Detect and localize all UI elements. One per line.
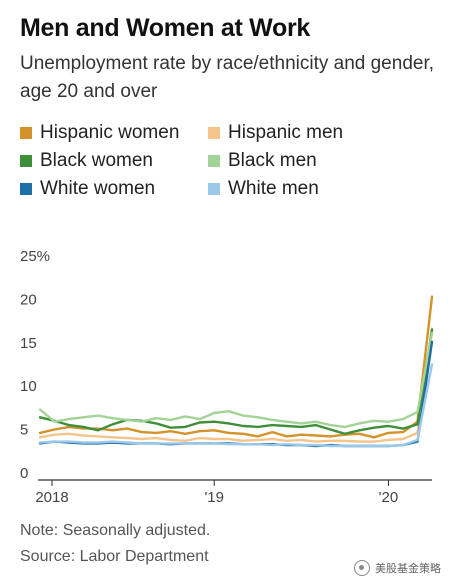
x-tick-label: 2018: [35, 489, 68, 506]
y-tick-label: 5: [20, 422, 28, 439]
wechat-icon: [354, 560, 370, 576]
legend-item-black-men: Black men: [208, 150, 317, 174]
legend-swatch: [20, 155, 32, 167]
y-tick-label: 10: [20, 378, 37, 395]
y-tick-label: 15: [20, 335, 37, 352]
series-line-hispanic-women: [38, 295, 434, 439]
watermark: 美股基金策略: [354, 560, 441, 576]
legend-label: White men: [228, 178, 319, 199]
legend-swatch: [208, 155, 220, 167]
legend-swatch: [208, 183, 220, 195]
legend-item-hispanic-women: Hispanic women: [20, 122, 179, 146]
legend-swatch: [208, 127, 220, 139]
legend-item-white-men: White men: [208, 178, 319, 202]
x-tick-label: '19: [204, 489, 224, 506]
series-line-black-women: [38, 328, 434, 435]
legend-swatch: [20, 127, 32, 139]
chart-source: Source: Labor Department: [20, 548, 209, 565]
legend-label: Black men: [228, 150, 317, 171]
legend-label: Hispanic men: [228, 122, 344, 143]
legend-label: Black women: [40, 150, 153, 171]
x-tick-label: '20: [379, 489, 399, 506]
legend-item-hispanic-men: Hispanic men: [208, 122, 343, 146]
legend-item-black-women: Black women: [20, 150, 153, 174]
series-line-hispanic-men: [38, 327, 434, 443]
line-chart: 0 5 10 15 20 25% 2018 '19 '20: [20, 248, 434, 506]
chart-subtitle: Unemployment rate by race/ethnicity and …: [20, 53, 435, 102]
y-tick-label: 0: [20, 465, 28, 482]
y-tick-label: 20: [20, 291, 37, 308]
page-title: Men and Women at Work: [20, 14, 311, 42]
series-line-white-men: [38, 363, 434, 448]
chart-note: Note: Seasonally adjusted.: [20, 522, 211, 539]
legend-item-white-women: White women: [20, 178, 155, 202]
legend-label: Hispanic women: [40, 122, 180, 143]
legend-swatch: [20, 183, 32, 195]
watermark-text: 美股基金策略: [375, 563, 441, 575]
legend-label: White women: [40, 178, 156, 199]
y-tick-label: 25%: [20, 248, 50, 265]
series-line-black-men: [38, 331, 434, 429]
